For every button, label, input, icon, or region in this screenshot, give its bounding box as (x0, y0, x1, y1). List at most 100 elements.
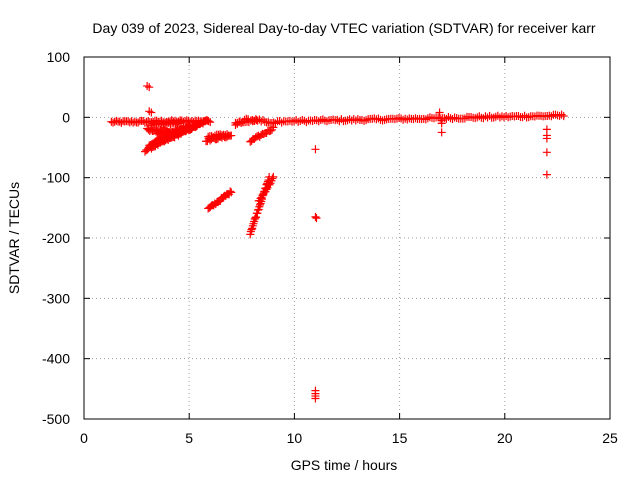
x-tick-label: 5 (185, 430, 193, 446)
y-tick-label: -500 (42, 411, 70, 427)
data-point (223, 130, 232, 139)
data-point (134, 118, 143, 127)
data-point (312, 214, 321, 223)
data-point (140, 118, 149, 127)
data-point (147, 108, 156, 117)
x-tick-label: 15 (392, 430, 408, 446)
data-point (437, 128, 446, 137)
grid (84, 57, 610, 419)
y-tick-label: -200 (42, 230, 70, 246)
data-point (322, 117, 331, 126)
data-point (233, 119, 242, 128)
data-point (545, 111, 554, 120)
data-point (221, 131, 230, 140)
data-point (251, 213, 260, 222)
data-point (176, 126, 185, 135)
data-point (253, 209, 262, 218)
data-point (112, 116, 121, 125)
data-point (183, 125, 192, 134)
data-points (107, 81, 568, 403)
data-point (460, 114, 469, 123)
data-point (524, 113, 533, 122)
data-point (250, 215, 259, 224)
data-point (530, 112, 539, 121)
data-point (256, 194, 265, 203)
data-point (154, 119, 163, 128)
data-point (504, 113, 513, 122)
data-point (176, 118, 185, 127)
data-point (311, 212, 320, 221)
data-point (262, 185, 271, 194)
data-point (337, 115, 346, 124)
data-point (143, 81, 152, 90)
data-point (437, 119, 446, 128)
data-point (311, 394, 320, 403)
data-point (227, 188, 236, 197)
data-point (271, 119, 280, 128)
data-point (542, 134, 551, 143)
data-point (557, 110, 566, 119)
data-point (362, 116, 371, 125)
data-point (204, 117, 213, 126)
data-point (380, 115, 389, 124)
x-tick-label: 0 (80, 430, 88, 446)
y-tick-label: -400 (42, 351, 70, 367)
data-point (211, 131, 220, 140)
data-point (252, 213, 261, 222)
data-point (145, 83, 154, 92)
data-point (195, 120, 204, 129)
data-point (311, 145, 320, 154)
data-point (353, 115, 362, 124)
data-point (159, 120, 168, 129)
data-point (145, 107, 154, 116)
chart-title: Day 039 of 2023, Sidereal Day-to-day VTE… (92, 20, 595, 36)
data-point (277, 118, 286, 127)
data-point (374, 114, 383, 123)
x-tick-label: 20 (497, 430, 513, 446)
data-point (485, 111, 494, 120)
data-point (318, 115, 327, 124)
y-tick-label: -300 (42, 290, 70, 306)
data-point (411, 114, 420, 123)
data-point (378, 116, 387, 125)
data-point (226, 187, 235, 196)
data-point (360, 116, 369, 125)
data-point (559, 112, 568, 121)
y-tick-label: 0 (62, 109, 70, 125)
data-point (302, 118, 311, 127)
data-point (294, 117, 303, 126)
data-point (269, 172, 278, 181)
data-point (333, 115, 342, 124)
data-point (421, 115, 430, 124)
data-point (542, 148, 551, 157)
data-point (109, 118, 118, 127)
data-point (435, 108, 444, 117)
data-point (269, 118, 278, 127)
data-point (117, 118, 126, 127)
y-axis-label: SDTVAR / TECUs (6, 182, 22, 294)
data-point (547, 112, 556, 121)
data-point (240, 115, 249, 124)
data-point (479, 114, 488, 123)
data-point (247, 225, 256, 234)
plot-frame (83, 56, 611, 420)
data-point (191, 122, 200, 131)
x-tick-label: 10 (287, 430, 303, 446)
y-tick-label: 100 (47, 49, 71, 65)
x-tick-label: 25 (602, 430, 618, 446)
data-point (265, 180, 274, 189)
data-point (144, 117, 153, 126)
data-point (542, 170, 551, 179)
axis-ticks: 0 5 10 15 20 25 100 0 -100 -200 -300 -400 -500 (42, 49, 618, 446)
y-tick-label: -100 (42, 170, 70, 186)
data-point (314, 117, 323, 126)
data-point (202, 116, 211, 125)
x-axis-label: GPS time / hours (291, 457, 398, 473)
data-point (268, 174, 277, 183)
data-point (248, 115, 257, 124)
data-point (244, 115, 253, 124)
data-point (166, 128, 175, 137)
data-point (253, 116, 262, 125)
